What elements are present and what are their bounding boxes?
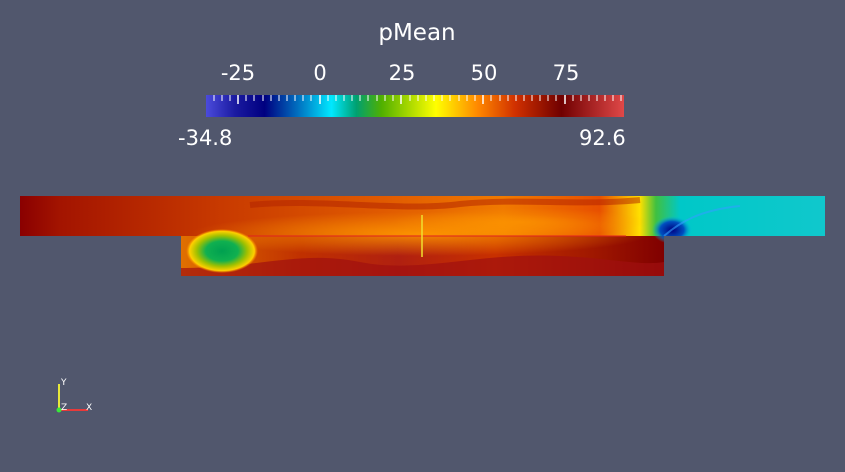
colorbar-tick-label: 0 (313, 61, 327, 85)
colorbar-tick-label: 50 (470, 61, 498, 85)
colorbar-min-label: -34.8 (178, 126, 233, 150)
axis-x-label: X (86, 403, 93, 413)
colorbar-tick-label: -25 (220, 61, 256, 85)
colorbar-max-label: 92.6 (579, 126, 626, 150)
colorbar-title: pMean (378, 20, 456, 46)
colorbar-major-ticks (237, 95, 566, 104)
colorbar-minor-ticks (213, 95, 622, 101)
colorbar-tick-label: 25 (388, 61, 416, 85)
axis-y-label: Y (61, 378, 67, 388)
axis-z-label: Z (61, 403, 68, 413)
pressure-field[interactable] (20, 196, 825, 276)
colorbar-tick-label: 75 (552, 61, 580, 85)
colorbar-gradient (206, 95, 624, 117)
orientation-axes (56, 384, 88, 413)
